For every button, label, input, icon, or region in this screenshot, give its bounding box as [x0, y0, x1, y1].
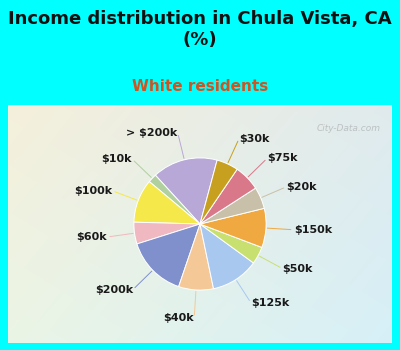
Wedge shape: [134, 182, 200, 224]
Text: $200k: $200k: [95, 285, 133, 295]
Text: $75k: $75k: [267, 153, 298, 163]
Text: $10k: $10k: [102, 154, 132, 164]
Wedge shape: [200, 224, 262, 263]
Wedge shape: [200, 160, 237, 224]
Wedge shape: [155, 158, 217, 224]
Text: $150k: $150k: [294, 225, 332, 235]
Text: $125k: $125k: [251, 298, 289, 308]
Wedge shape: [200, 169, 256, 224]
Text: $40k: $40k: [164, 313, 194, 323]
Text: $20k: $20k: [286, 182, 317, 192]
Wedge shape: [137, 224, 200, 287]
Wedge shape: [149, 175, 200, 224]
Text: White residents: White residents: [132, 79, 268, 93]
Text: Income distribution in Chula Vista, CA
(%): Income distribution in Chula Vista, CA (…: [8, 10, 392, 49]
Text: > $200k: > $200k: [126, 128, 178, 138]
Wedge shape: [134, 222, 200, 244]
Wedge shape: [179, 224, 214, 290]
Wedge shape: [200, 224, 254, 289]
Text: $30k: $30k: [239, 134, 270, 143]
Text: $50k: $50k: [282, 264, 313, 274]
Text: $100k: $100k: [74, 186, 112, 196]
Text: $60k: $60k: [76, 232, 107, 242]
Wedge shape: [200, 208, 266, 247]
Wedge shape: [200, 188, 264, 224]
Text: City-Data.com: City-Data.com: [316, 124, 380, 133]
